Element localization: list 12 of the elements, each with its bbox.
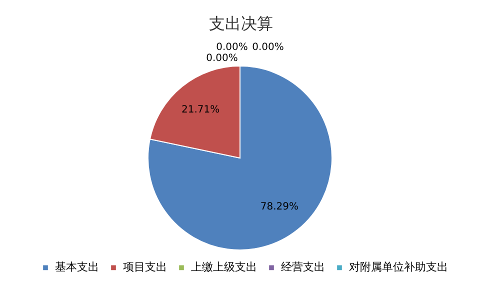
data-label: 21.71% — [181, 104, 220, 116]
legend-label: 对附属单位补助支出 — [349, 260, 448, 274]
legend-label: 项目支出 — [123, 260, 167, 274]
legend-label: 基本支出 — [55, 260, 99, 274]
legend-label: 经营支出 — [281, 260, 325, 274]
chart-title: 支出决算 — [209, 14, 273, 33]
data-label: 78.29% — [260, 202, 299, 213]
text: 0.00% — [216, 42, 248, 53]
legend-label: 上缴上级支出 — [191, 260, 257, 274]
pie-slice — [148, 66, 332, 250]
text: 0.00% — [252, 42, 284, 53]
text: 0.00% — [206, 53, 238, 64]
